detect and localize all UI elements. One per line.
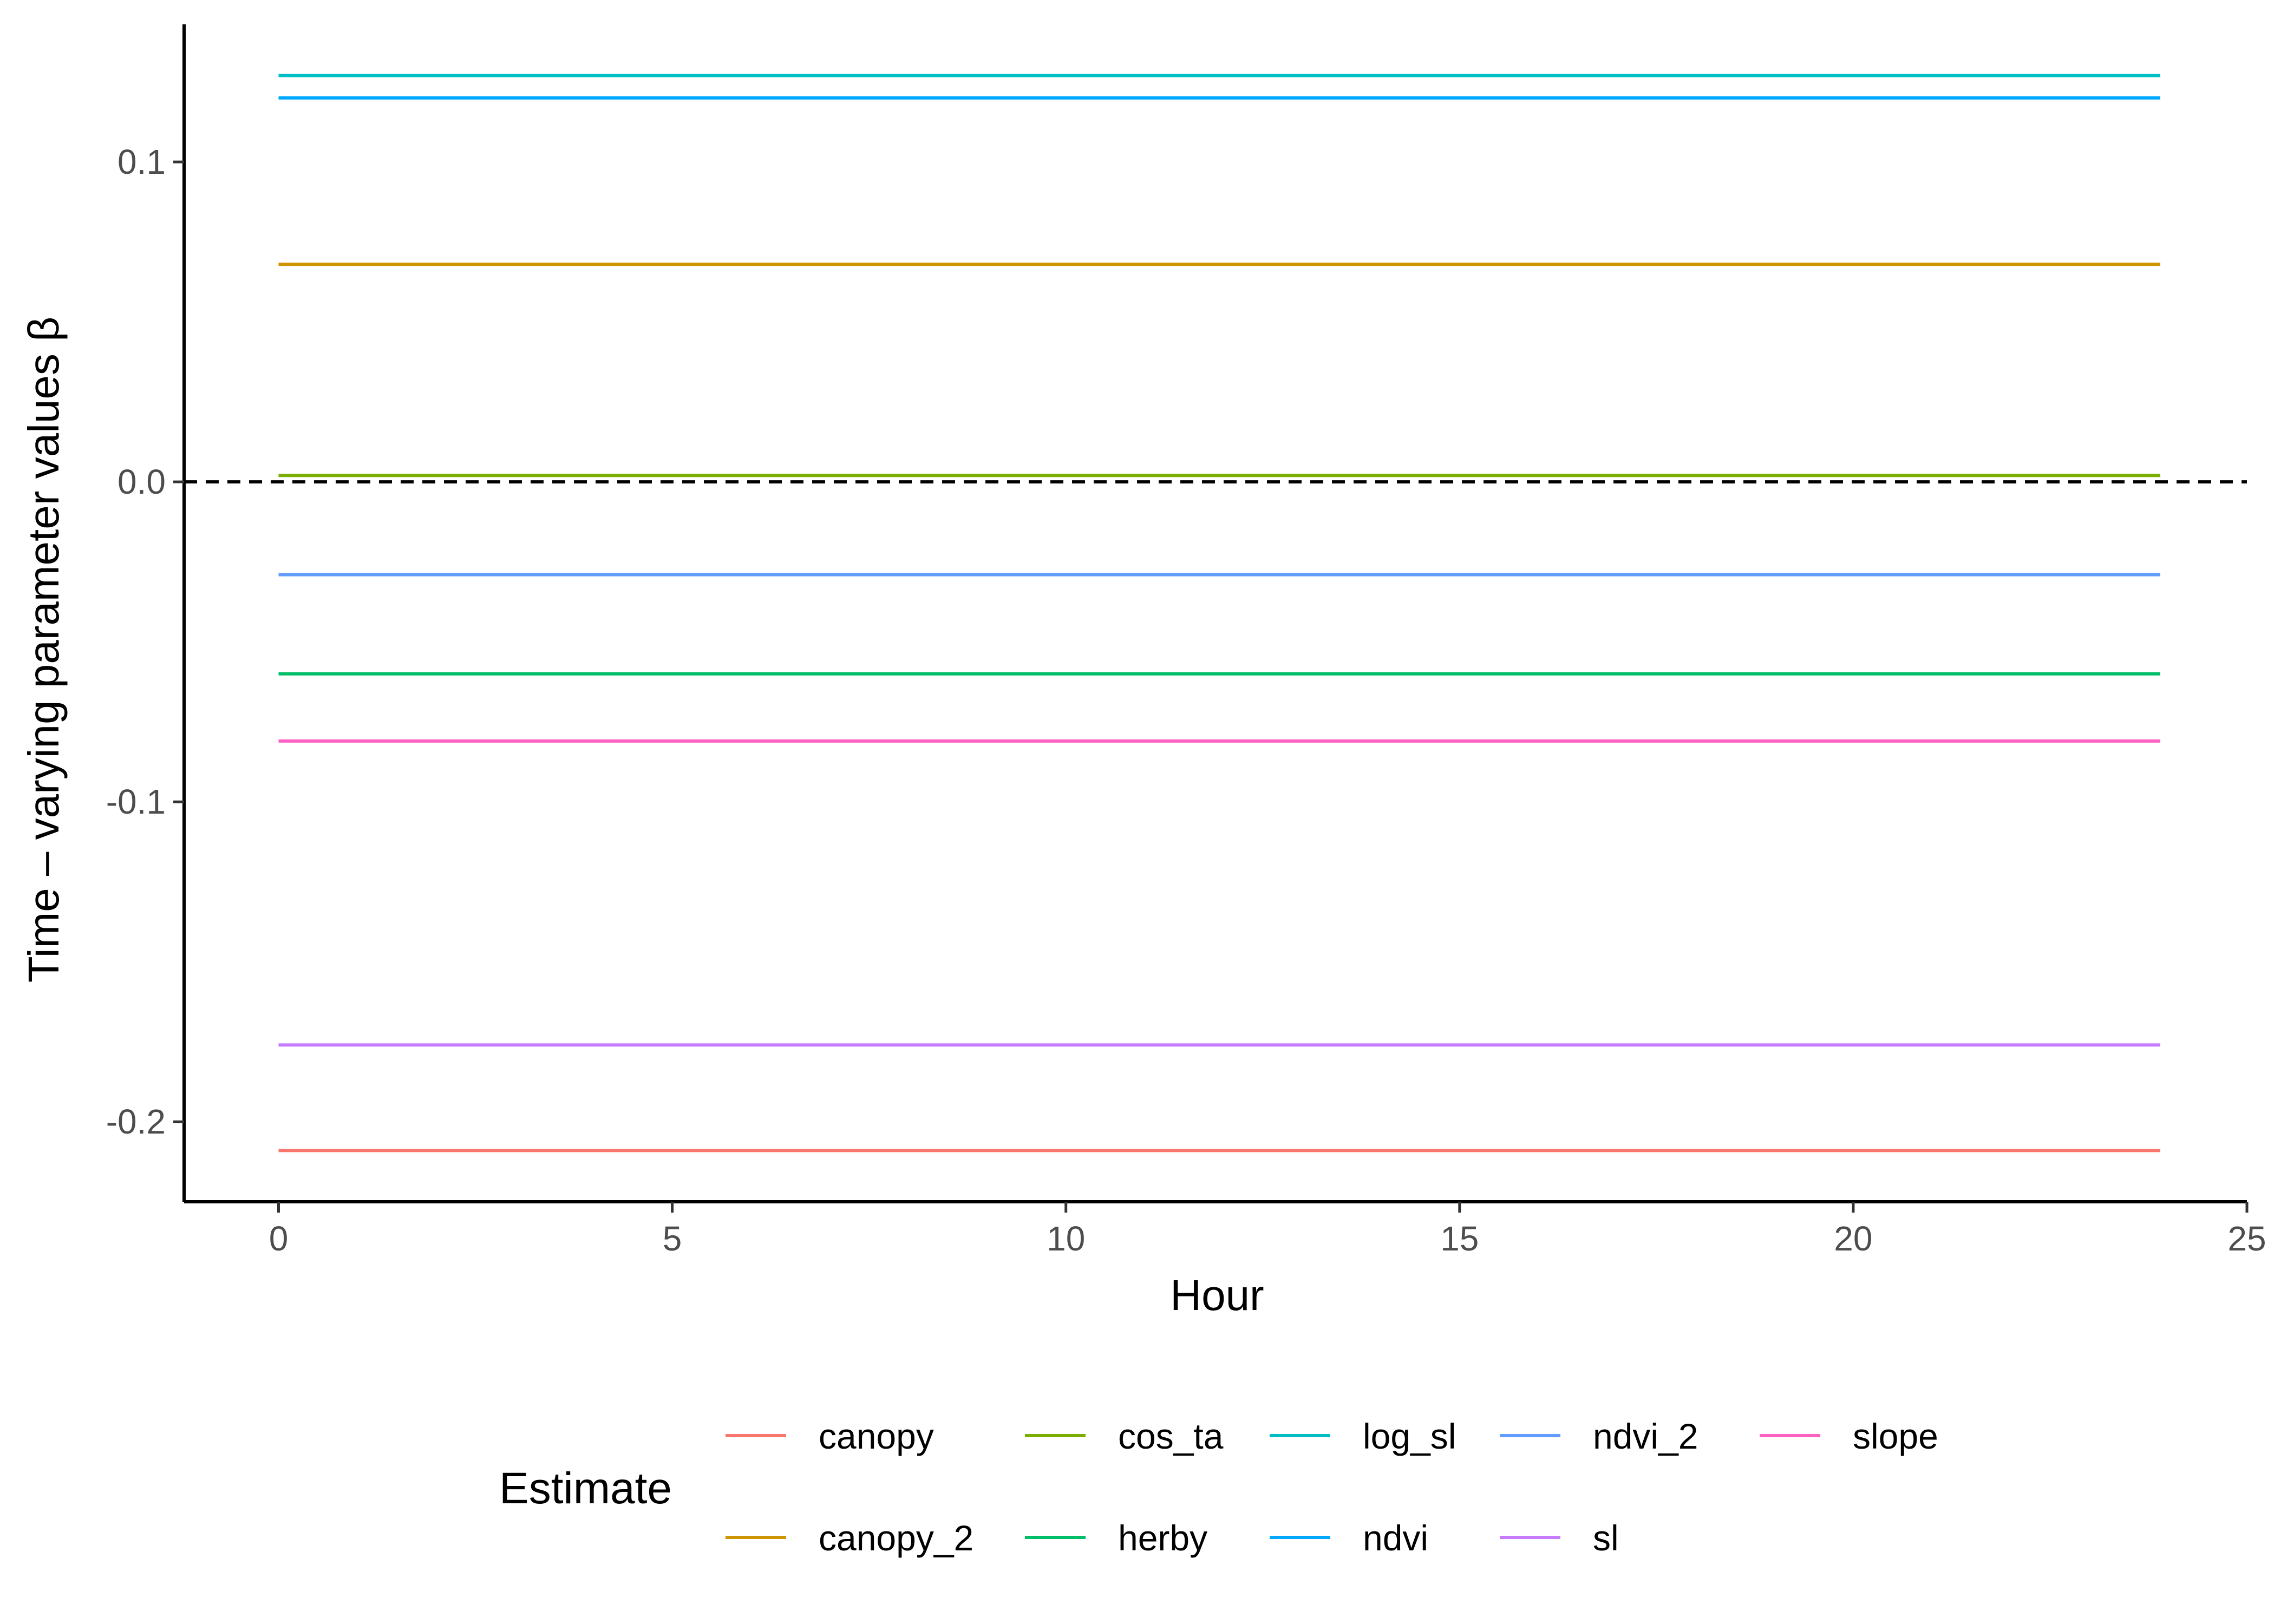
- legend-item-log-sl: log_sl: [1270, 1416, 1456, 1456]
- legend-label: log_sl: [1363, 1416, 1456, 1456]
- legend-label: slope: [1853, 1416, 1938, 1456]
- x-tick-label: 15: [1440, 1219, 1479, 1258]
- x-tick-label: 5: [663, 1219, 682, 1258]
- y-tick-label: -0.2: [106, 1102, 166, 1141]
- legend-item-cos-ta: cos_ta: [1025, 1416, 1224, 1456]
- legend-item-canopy-2: canopy_2: [726, 1518, 973, 1558]
- y-tick-label: -0.1: [106, 782, 166, 821]
- y-tick-label: 0.1: [117, 142, 166, 181]
- legend-item-ndvi-2: ndvi_2: [1500, 1416, 1698, 1456]
- x-tick-label: 0: [269, 1219, 289, 1258]
- legend-label: ndvi: [1363, 1518, 1428, 1558]
- legend-label: herby: [1118, 1518, 1207, 1558]
- legend-item-ndvi: ndvi: [1270, 1518, 1428, 1558]
- ticks-layer: 0 5 10 15 20 25 -0.2 -0.1 0.0 0.1: [106, 142, 2266, 1258]
- x-tick-label: 25: [2227, 1219, 2266, 1258]
- legend-title: Estimate: [499, 1464, 672, 1513]
- series-layer: [278, 74, 2160, 1152]
- y-tick-label: 0.0: [117, 462, 166, 501]
- legend-item-sl: sl: [1500, 1518, 1619, 1558]
- x-tick-label: 10: [1047, 1219, 1085, 1258]
- x-axis-title: Hour: [1170, 1271, 1264, 1319]
- x-tick-label: 20: [1834, 1219, 1872, 1258]
- legend-label: sl: [1593, 1518, 1619, 1558]
- legend-label: cos_ta: [1118, 1416, 1224, 1456]
- legend-item-slope: slope: [1760, 1416, 1938, 1456]
- legend-label: canopy_2: [819, 1518, 973, 1558]
- legend-item-canopy: canopy: [726, 1416, 934, 1456]
- y-axis-title: Time – varying parameter values β: [19, 317, 68, 983]
- legend-label: ndvi_2: [1593, 1416, 1698, 1456]
- legend-item-herby: herby: [1025, 1518, 1207, 1558]
- axes-layer: [182, 24, 2247, 1203]
- legend-label: canopy: [819, 1416, 934, 1456]
